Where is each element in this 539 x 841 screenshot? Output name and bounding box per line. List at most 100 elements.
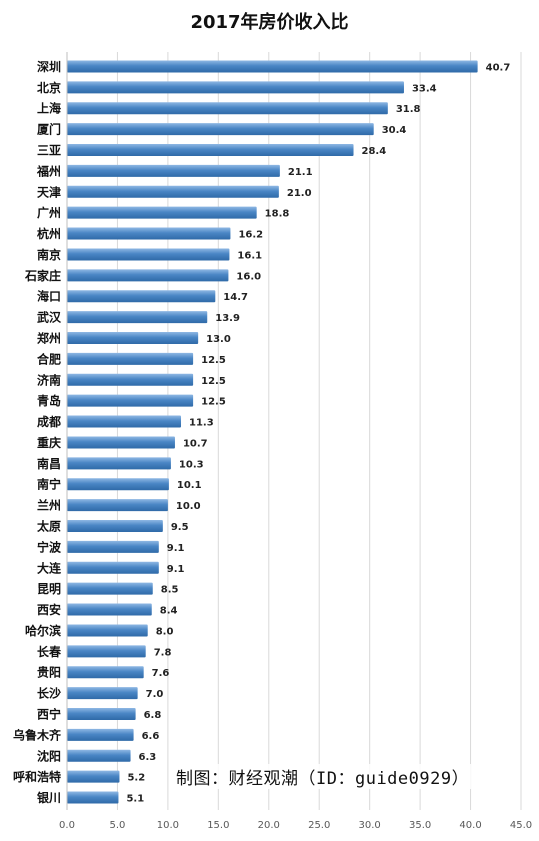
bar: [67, 311, 208, 324]
category-label: 福州: [36, 163, 61, 178]
bar: [67, 81, 404, 94]
category-label: 太原: [37, 519, 61, 534]
category-label: 沈阳: [37, 748, 61, 763]
category-label: 南宁: [37, 477, 61, 492]
value-label: 7.0: [146, 689, 164, 700]
watermark-text: 制图：财经观潮（ID：guide0929）: [174, 764, 472, 789]
category-label: 青岛: [37, 393, 61, 408]
value-label: 16.0: [236, 271, 261, 282]
category-label: 成都: [37, 414, 61, 429]
x-tick-label: 35.0: [409, 820, 431, 831]
bar: [67, 457, 171, 470]
category-label: 宁波: [37, 539, 62, 554]
bar: [67, 791, 119, 804]
value-label: 12.5: [201, 376, 226, 387]
bar: [67, 206, 257, 219]
category-label: 合肥: [37, 351, 61, 366]
category-label: 长沙: [37, 686, 61, 701]
category-label: 西安: [37, 602, 61, 617]
category-label: 海口: [37, 289, 61, 304]
category-label: 深圳: [37, 59, 61, 74]
bar: [67, 540, 159, 553]
category-label: 哈尔滨: [25, 623, 61, 638]
category-label: 天津: [37, 184, 61, 199]
x-tick-label: 10.0: [157, 820, 179, 831]
bar: [67, 290, 216, 303]
value-label: 9.1: [167, 543, 185, 554]
category-label: 济南: [37, 372, 61, 387]
value-label: 18.8: [265, 209, 290, 220]
value-label: 6.3: [139, 752, 157, 763]
bar: [67, 666, 144, 679]
category-label: 长春: [37, 644, 62, 659]
value-label: 5.1: [126, 794, 144, 805]
value-label: 16.1: [237, 250, 262, 261]
category-label: 大连: [37, 560, 62, 575]
value-label: 40.7: [486, 62, 511, 73]
value-label: 10.3: [179, 459, 204, 470]
category-label: 贵阳: [37, 665, 61, 680]
category-label: 上海: [37, 101, 61, 116]
category-label: 重庆: [37, 435, 61, 450]
bar: [67, 728, 134, 741]
bar: [67, 373, 194, 386]
x-tick-label: 20.0: [258, 820, 280, 831]
value-label: 12.5: [201, 397, 226, 408]
category-label: 武汉: [37, 310, 62, 325]
value-label: 30.4: [382, 125, 407, 136]
value-label: 8.5: [161, 585, 179, 596]
category-label: 呼和浩特: [13, 769, 61, 784]
bar: [67, 269, 229, 282]
category-label: 郑州: [37, 331, 61, 346]
category-label: 乌鲁木齐: [13, 727, 62, 742]
bar: [67, 332, 199, 344]
value-label: 6.8: [144, 710, 162, 721]
bar: [67, 123, 374, 136]
x-tick-label: 45.0: [510, 820, 532, 831]
bar: [67, 582, 153, 595]
value-label: 16.2: [238, 230, 263, 241]
value-label: 21.0: [287, 188, 312, 199]
category-label: 杭州: [37, 226, 61, 241]
x-tick-label: 30.0: [359, 820, 381, 831]
x-tick-label: 40.0: [459, 820, 481, 831]
bar-layer: [67, 60, 478, 804]
category-label: 北京: [37, 80, 61, 95]
category-label: 西宁: [37, 707, 61, 722]
bar: [67, 352, 194, 365]
bar: [67, 687, 138, 700]
value-label: 7.6: [152, 668, 170, 679]
bar: [67, 60, 478, 73]
value-label: 9.5: [171, 522, 189, 533]
value-label: 31.8: [396, 104, 421, 115]
x-tick-label: 15.0: [207, 820, 229, 831]
x-tick-label: 25.0: [308, 820, 330, 831]
axis-layer: 0.0 5.0 10.0 15.0 20.0 25.0 30.0 35.0 40.0 45.0: [59, 52, 532, 831]
value-label: 11.3: [189, 418, 214, 429]
value-label: 7.8: [154, 647, 172, 658]
bar: [67, 520, 163, 532]
category-label: 兰州: [37, 498, 61, 513]
bar: [67, 708, 136, 720]
category-label: 昆明: [37, 582, 61, 596]
value-label: 5.2: [127, 773, 145, 784]
bar: [67, 478, 169, 491]
bar: [67, 645, 146, 658]
value-label: 8.4: [160, 606, 178, 617]
bar: [67, 770, 120, 783]
value-label: 8.0: [156, 626, 174, 637]
bar: [67, 749, 131, 762]
value-label: 10.7: [183, 438, 208, 449]
bar: [67, 624, 148, 637]
value-label: 13.9: [215, 313, 240, 324]
value-label: 12.5: [201, 355, 226, 366]
bar: [67, 144, 354, 156]
category-label: 石家庄: [24, 268, 61, 283]
bar: [67, 394, 194, 407]
bar: [67, 164, 280, 177]
bar: [67, 102, 388, 115]
category-label: 南昌: [37, 456, 61, 471]
bar: [67, 499, 168, 512]
